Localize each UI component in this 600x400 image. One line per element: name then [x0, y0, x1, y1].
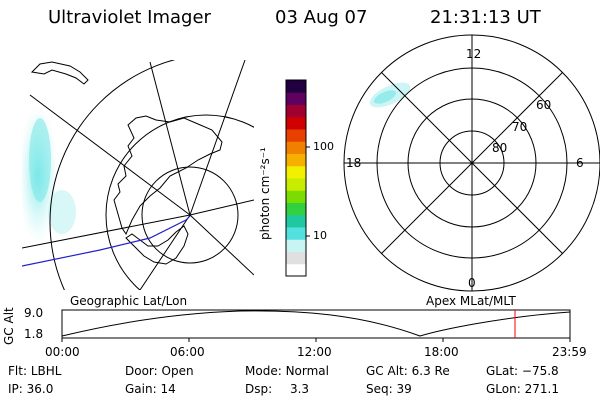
apex-map-label: Apex MLat/MLT — [426, 294, 516, 308]
seq-value: 39 — [396, 382, 412, 396]
satellite-track — [22, 215, 191, 267]
dsp-label: Dsp: — [245, 382, 273, 396]
time-label: 21:31:13 UT — [430, 7, 541, 28]
door-field: Door: Open — [125, 364, 194, 378]
apex-map — [343, 34, 600, 292]
geographic-map — [22, 60, 254, 290]
mode-value: Normal — [285, 364, 329, 378]
mlt-label-6: 6 — [576, 156, 584, 170]
colorbar-segment — [286, 104, 306, 118]
colorbar-tick-100: 100 — [313, 140, 334, 153]
gain-field: Gain: 14 — [125, 382, 176, 396]
dsp-field: Dsp: 3.3 — [245, 382, 309, 396]
colorbar-segment — [286, 239, 306, 252]
timeline-ylabel: GC Alt — [2, 307, 16, 345]
seq-label: Seq: — [366, 382, 393, 396]
dsp-value: 3.3 — [289, 382, 310, 396]
gc-alt-value: 6.3 Re — [411, 364, 450, 378]
timeline-xtick-2359: 23:59 — [552, 345, 587, 359]
colorbar-segment — [286, 80, 306, 93]
timeline-xtick-0600: 06:00 — [170, 345, 205, 359]
door-value: Open — [161, 364, 194, 378]
timeline-ytick-9: 9.0 — [24, 306, 44, 320]
colorbar-segment — [286, 129, 306, 142]
mlt-label-18: 18 — [346, 156, 362, 170]
colorbar-segment — [286, 190, 306, 203]
gain-label: Gain: — [125, 382, 157, 396]
colorbar-segment — [286, 116, 306, 130]
ip-label: IP: — [8, 382, 23, 396]
colorbar-segment — [286, 92, 306, 105]
glon-value: 271.1 — [524, 382, 559, 396]
colorbar-segment — [286, 178, 306, 191]
colorbar-segment — [286, 202, 306, 216]
colorbar-segment — [286, 141, 306, 154]
gain-value: 14 — [160, 382, 176, 396]
colorbar-segment — [286, 214, 306, 228]
mlat-label-80: 80 — [492, 141, 508, 155]
colorbar-segment — [286, 165, 306, 179]
timeline-frame — [61, 309, 571, 339]
seq-field: Seq: 39 — [366, 382, 412, 396]
ip-field: IP: 36.0 — [8, 382, 53, 396]
colorbar-tick-10: 10 — [313, 229, 327, 242]
glon-label: GLon: — [486, 382, 521, 396]
glat-field: GLat: −75.8 — [486, 364, 559, 378]
earth-limb-outer — [49, 60, 176, 290]
altitude-curve — [61, 310, 571, 337]
timeline-plot — [61, 309, 571, 342]
mlat-label-70: 70 — [512, 120, 528, 134]
glat-label: GLat: — [486, 364, 519, 378]
earth-limb-inner — [105, 114, 254, 290]
instrument-title: Ultraviolet Imager — [48, 7, 211, 28]
colorbar-unit-label: photon cm⁻²s⁻¹ — [258, 147, 272, 240]
door-label: Door: — [125, 364, 158, 378]
mode-label: Mode: — [245, 364, 282, 378]
aurora-glow-left — [22, 105, 76, 245]
mlat-label-60: 60 — [536, 98, 552, 112]
glon-field: GLon: 271.1 — [486, 382, 559, 396]
timeline-ytick-1.8: 1.8 — [24, 327, 44, 341]
ip-value: 36.0 — [26, 382, 54, 396]
colorbar-segment — [286, 227, 306, 240]
gc-alt-label: GC Alt: — [366, 364, 408, 378]
geographic-map-label: Geographic Lat/Lon — [70, 294, 188, 308]
colorbar-frame — [285, 79, 307, 277]
meridian-lines — [22, 60, 254, 290]
colorbar — [286, 80, 306, 277]
colorbar-segment — [286, 153, 306, 167]
aurora-glow-right — [369, 82, 411, 108]
latitude-circle — [141, 166, 239, 264]
mlt-label-0: 0 — [468, 276, 476, 290]
coastline — [30, 61, 223, 265]
flt-field: Flt: LBHL — [8, 364, 61, 378]
date-label: 03 Aug 07 — [275, 7, 368, 28]
flt-label: Flt: — [8, 364, 27, 378]
timeline-xtick-1200: 12:00 — [297, 345, 332, 359]
glat-value: −75.8 — [521, 364, 559, 378]
mlt-label-12: 12 — [466, 47, 482, 61]
flt-value: LBHL — [30, 364, 62, 378]
gc-alt-field: GC Alt: 6.3 Re — [366, 364, 450, 378]
timeline-xtick-1800: 18:00 — [424, 345, 459, 359]
mode-field: Mode: Normal — [245, 364, 329, 378]
colorbar-segment — [286, 263, 306, 277]
colorbar-segment — [286, 251, 306, 265]
timeline-xtick-0000: 00:00 — [45, 345, 80, 359]
